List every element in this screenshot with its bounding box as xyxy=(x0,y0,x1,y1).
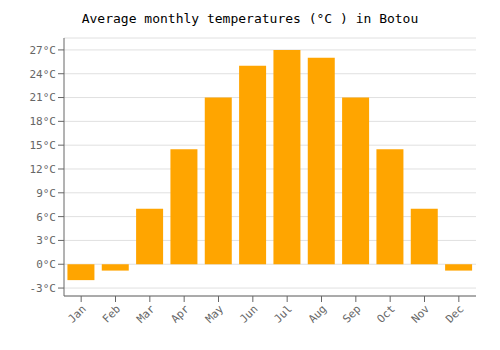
svg-text:-3°C: -3°C xyxy=(30,282,57,295)
svg-text:Nov: Nov xyxy=(409,302,433,326)
svg-text:Dec: Dec xyxy=(443,302,466,325)
svg-text:Jun: Jun xyxy=(237,302,260,325)
svg-text:Oct: Oct xyxy=(375,302,398,325)
svg-text:12°C: 12°C xyxy=(30,163,57,176)
svg-text:Apr: Apr xyxy=(169,302,193,326)
html-text:Average monthly temperatures (: Average monthly temperatures (°C ) in Bo… xyxy=(81,11,419,26)
svg-text:Mar: Mar xyxy=(134,302,158,326)
svg-text:18°C: 18°C xyxy=(30,115,57,128)
svg-text:May: May xyxy=(203,302,227,326)
svg-text:Sep: Sep xyxy=(340,302,363,325)
svg-text:Jul: Jul xyxy=(272,302,295,325)
svg-text:6°C: 6°C xyxy=(36,211,56,224)
svg-text:Feb: Feb xyxy=(100,302,123,325)
svg-text:15°C: 15°C xyxy=(30,139,57,152)
svg-text:0°C: 0°C xyxy=(36,258,56,271)
svg-text:21°C: 21°C xyxy=(30,91,57,104)
svg-text:3°C: 3°C xyxy=(36,234,56,247)
svg-text:Jan: Jan xyxy=(66,302,89,325)
svg-text:Aug: Aug xyxy=(306,302,329,325)
svg-text:27°C: 27°C xyxy=(30,44,57,57)
svg-text:9°C: 9°C xyxy=(36,187,56,200)
svg-text:24°C: 24°C xyxy=(30,68,57,81)
